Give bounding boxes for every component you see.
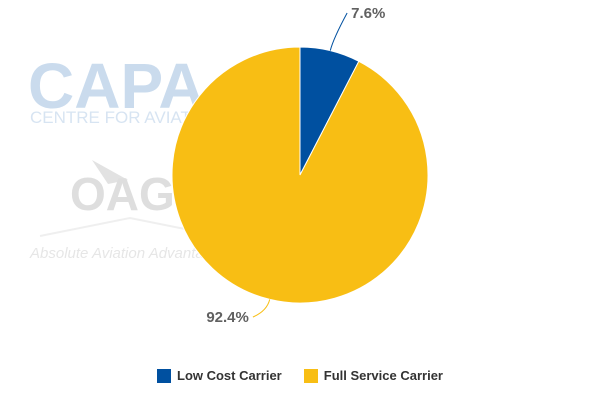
connector-low-cost-carrier xyxy=(329,12,348,51)
capa-logo: CAPA CENTRE FOR AVIATION xyxy=(28,50,221,127)
pie-slice-full-service-carrier[interactable] xyxy=(171,46,429,304)
oag-logo-subtitle: Absolute Aviation Advantage xyxy=(29,245,220,262)
capa-logo-text: CAPA xyxy=(28,50,205,122)
oag-swoosh-icon xyxy=(92,160,128,184)
data-label-low-cost-carrier: 7.6% xyxy=(351,5,385,22)
data-label-full-service-carrier: 92.4% xyxy=(206,309,249,326)
legend-label-low-cost-carrier: Low Cost Carrier xyxy=(177,368,282,383)
legend-swatch-full-service-carrier xyxy=(303,368,318,383)
legend-item-low-cost-carrier[interactable]: Low Cost Carrier xyxy=(157,368,282,383)
legend-item-full-service-carrier[interactable]: Full Service Carrier xyxy=(303,368,443,383)
legend: Low Cost Carrier Full Service Carrier xyxy=(0,368,600,383)
legend-swatch-low-cost-carrier xyxy=(157,368,171,383)
oag-logo: OAG Absolute Aviation Advantage xyxy=(29,160,220,262)
capa-logo-subtitle: CENTRE FOR AVIATION xyxy=(30,108,221,127)
legend-label-full-service-carrier: Full Service Carrier xyxy=(323,368,443,383)
connector-full-service-carrier xyxy=(252,299,271,318)
oag-logo-text: OAG xyxy=(70,168,175,220)
